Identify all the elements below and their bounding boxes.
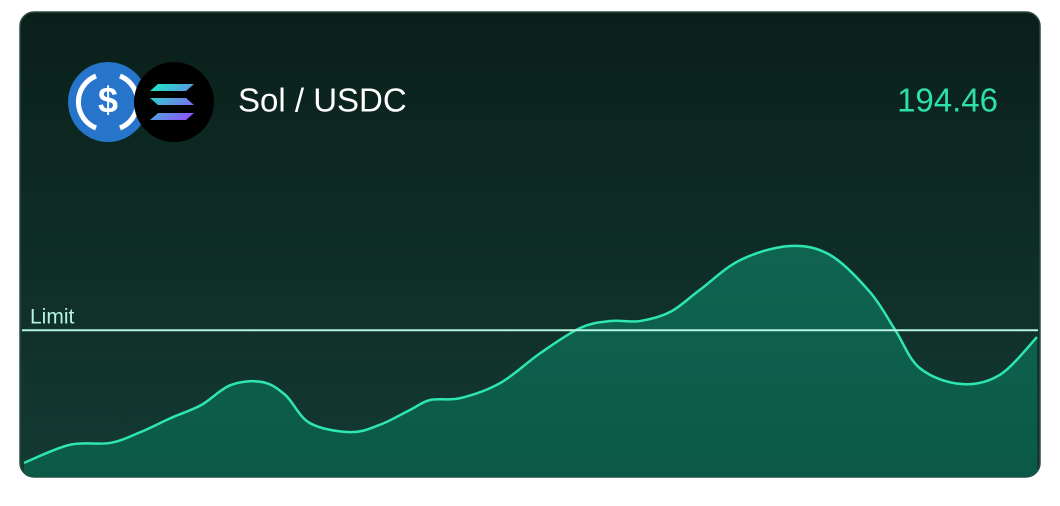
pair-title: Sol / USDC — [238, 82, 407, 119]
limit-label: Limit — [30, 306, 75, 329]
sol-icon — [134, 62, 214, 142]
price: 194.46 — [897, 82, 998, 119]
price-line — [23, 244, 1038, 465]
plot — [23, 244, 1038, 477]
svg-text:$: $ — [98, 80, 118, 121]
